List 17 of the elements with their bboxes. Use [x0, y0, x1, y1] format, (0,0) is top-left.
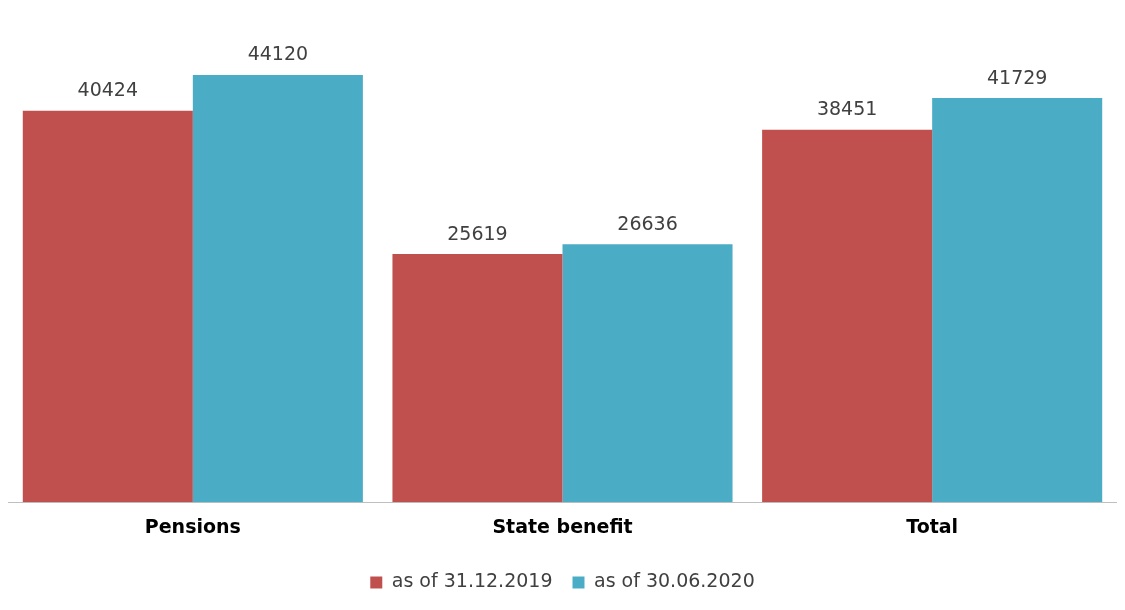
bar — [22, 110, 193, 503]
data-label: 41729 — [986, 65, 1048, 88]
bar — [392, 254, 563, 503]
bar — [192, 74, 363, 503]
bar — [562, 244, 733, 503]
x-tick-label: State benefit — [492, 514, 633, 537]
data-label: 25619 — [447, 221, 508, 244]
data-label: 40424 — [77, 78, 139, 101]
legend-label: as of 30.06.2020 — [594, 569, 755, 592]
legend-label: as of 31.12.2019 — [391, 569, 553, 592]
bar — [762, 129, 933, 503]
data-label: 38451 — [816, 97, 878, 120]
x-tick-label: Pensions — [144, 514, 241, 537]
data-label: 26636 — [617, 211, 678, 234]
x-tick-label: Total — [906, 514, 959, 537]
data-label: 44120 — [247, 42, 309, 65]
bar — [932, 98, 1103, 503]
